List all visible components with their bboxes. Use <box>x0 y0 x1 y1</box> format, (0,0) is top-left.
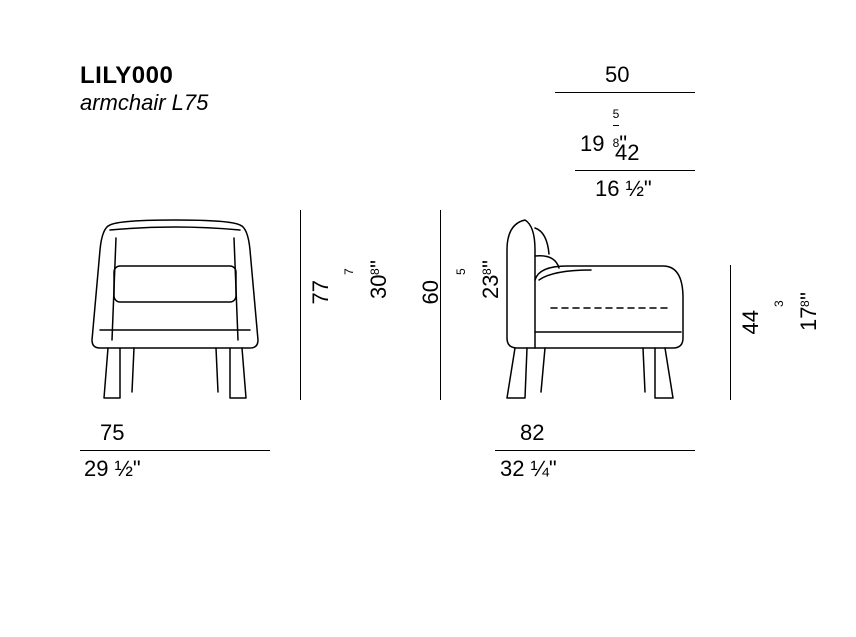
side-back-height-in-frac: 58 <box>448 268 500 275</box>
front-height-rule <box>300 210 301 400</box>
side-back-height-rule <box>440 210 441 400</box>
front-width-rule <box>80 450 270 451</box>
side-back-height-in: 2358" <box>448 260 504 299</box>
seat-depth-rule <box>555 92 695 93</box>
front-height-in-frac: 78 <box>336 268 388 275</box>
side-arm-height-in: 1738" <box>766 292 822 331</box>
side-arm-height-in-int: 17 <box>796 307 821 331</box>
side-arm-height-cm: 44 <box>738 310 764 334</box>
front-height-cm: 77 <box>308 280 334 304</box>
seat-inner-in: 16 ½" <box>595 176 652 202</box>
front-width-in: 29 ½" <box>84 456 141 482</box>
side-depth-rule <box>495 450 695 451</box>
front-height-in-int: 30 <box>366 275 391 299</box>
product-code: LILY000 <box>80 62 173 90</box>
side-arm-height-rule <box>730 265 731 400</box>
seat-inner-rule <box>575 170 695 171</box>
side-depth-cm: 82 <box>520 420 544 446</box>
side-back-height-cm: 60 <box>418 280 444 304</box>
product-description: armchair L75 <box>80 90 208 116</box>
front-view-drawing <box>80 210 270 400</box>
side-arm-height-in-frac: 38 <box>766 300 818 307</box>
front-height-in: 3078" <box>336 260 392 299</box>
seat-depth-in-int: 19 <box>580 131 604 156</box>
side-depth-in: 32 ¼" <box>500 456 557 482</box>
side-back-height-in-int: 23 <box>478 275 503 299</box>
front-width-cm: 75 <box>100 420 124 446</box>
seat-depth-cm: 50 <box>605 62 629 88</box>
seat-inner-cm: 42 <box>615 140 639 166</box>
side-view-drawing <box>495 210 695 400</box>
